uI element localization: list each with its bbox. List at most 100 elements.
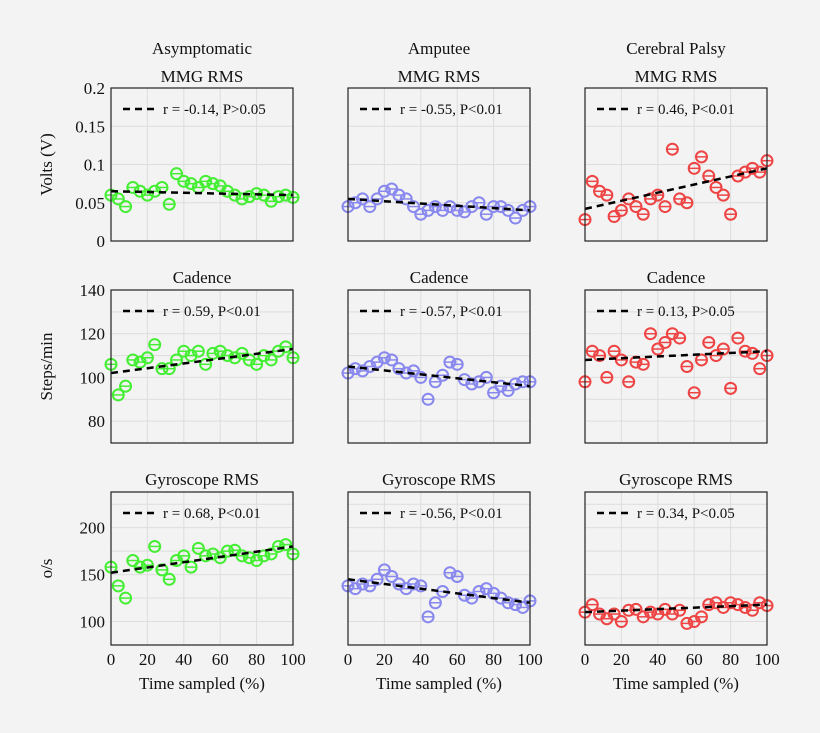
data-point bbox=[140, 351, 154, 365]
trend-line bbox=[110, 190, 294, 197]
panel-0-0 bbox=[104, 87, 300, 242]
data-point bbox=[731, 331, 745, 345]
data-point bbox=[501, 203, 515, 217]
data-point bbox=[148, 539, 162, 553]
data-point bbox=[407, 200, 421, 214]
data-point bbox=[600, 370, 614, 384]
legend-label: r = 0.68, P<0.01 bbox=[163, 506, 261, 522]
panel-2-0 bbox=[104, 491, 300, 646]
data-point bbox=[665, 142, 679, 156]
x-tick-label: 100 bbox=[280, 650, 306, 669]
data-point bbox=[745, 161, 759, 175]
x-tick-label: 0 bbox=[107, 650, 116, 669]
data-point bbox=[593, 349, 607, 363]
data-point bbox=[392, 188, 406, 202]
data-point bbox=[614, 353, 628, 367]
data-point bbox=[450, 357, 464, 371]
legend-label: r = 0.34, P<0.05 bbox=[637, 506, 735, 522]
x-tick-label: 40 bbox=[412, 650, 429, 669]
data-point bbox=[348, 196, 362, 210]
data-point bbox=[738, 344, 752, 358]
data-point bbox=[279, 340, 293, 354]
data-point bbox=[206, 177, 220, 191]
legend-label: r = -0.56, P<0.01 bbox=[400, 506, 503, 522]
data-point bbox=[377, 563, 391, 577]
panel-0-2 bbox=[578, 87, 774, 242]
panel-1-0 bbox=[104, 289, 300, 444]
data-point bbox=[162, 572, 176, 586]
data-point bbox=[607, 607, 621, 621]
data-point bbox=[494, 200, 508, 214]
data-point bbox=[162, 362, 176, 376]
data-point bbox=[585, 174, 599, 188]
data-point bbox=[414, 370, 428, 384]
data-point bbox=[162, 197, 176, 211]
data-point bbox=[385, 353, 399, 367]
data-point bbox=[414, 579, 428, 593]
data-point bbox=[716, 188, 730, 202]
x-axis-label: Time sampled (%) bbox=[613, 674, 739, 693]
data-point bbox=[465, 200, 479, 214]
data-point bbox=[724, 207, 738, 221]
data-point bbox=[709, 180, 723, 194]
panel-title: MMG RMS bbox=[161, 67, 244, 86]
data-point bbox=[148, 338, 162, 352]
data-point bbox=[629, 200, 643, 214]
data-point bbox=[228, 188, 242, 202]
data-point bbox=[436, 203, 450, 217]
plot-frame bbox=[110, 491, 294, 646]
data-point bbox=[235, 192, 249, 206]
data-point bbox=[680, 360, 694, 373]
data-point bbox=[177, 174, 191, 188]
plot-frame bbox=[584, 289, 768, 444]
x-axis-label: Time sampled (%) bbox=[139, 674, 265, 693]
x-tick-label: 20 bbox=[139, 650, 156, 669]
legend-label: r = 0.46, P<0.01 bbox=[637, 102, 735, 118]
data-point bbox=[607, 344, 621, 358]
data-point bbox=[614, 203, 628, 217]
data-point bbox=[622, 375, 636, 389]
y-tick-label: 200 bbox=[80, 519, 106, 538]
data-point bbox=[465, 591, 479, 605]
data-point bbox=[206, 547, 220, 561]
panel-title: Gyroscope RMS bbox=[382, 470, 496, 489]
data-point bbox=[421, 203, 435, 217]
data-point bbox=[220, 184, 234, 198]
trend-line bbox=[110, 545, 294, 574]
y-tick-label: 140 bbox=[80, 281, 106, 300]
data-point bbox=[738, 600, 752, 614]
data-point bbox=[213, 551, 227, 565]
x-tick-label: 40 bbox=[175, 650, 192, 669]
data-point bbox=[680, 616, 694, 630]
column-title: Cerebral Palsy bbox=[626, 39, 726, 58]
panel-2-1 bbox=[341, 491, 537, 646]
y-tick-label: 0.1 bbox=[84, 156, 105, 175]
data-point bbox=[644, 327, 658, 341]
legend-label: r = -0.57, P<0.01 bbox=[400, 304, 503, 320]
data-point bbox=[235, 346, 249, 360]
y-tick-label: 80 bbox=[88, 412, 105, 431]
legend-label: r = 0.13, P>0.05 bbox=[637, 304, 735, 320]
data-point bbox=[191, 344, 205, 358]
data-point bbox=[516, 600, 530, 614]
y-tick-label: 0.2 bbox=[84, 79, 105, 98]
x-tick-label: 40 bbox=[649, 650, 666, 669]
column-title: Asymptomatic bbox=[152, 39, 253, 58]
data-point bbox=[119, 591, 133, 605]
trend-line bbox=[347, 578, 531, 605]
data-point bbox=[658, 200, 672, 214]
data-point bbox=[140, 558, 154, 572]
data-point bbox=[271, 539, 285, 553]
data-point bbox=[687, 161, 701, 175]
data-point bbox=[753, 596, 767, 610]
data-point bbox=[199, 174, 213, 188]
y-axis-label: Steps/min bbox=[37, 332, 56, 401]
data-point bbox=[753, 362, 767, 376]
plot-frame bbox=[110, 289, 294, 444]
legend-label: r = -0.55, P<0.01 bbox=[400, 102, 503, 118]
data-point bbox=[479, 370, 493, 384]
trend-line bbox=[347, 197, 531, 212]
data-point bbox=[133, 560, 147, 574]
panel-title: Cadence bbox=[410, 268, 469, 287]
